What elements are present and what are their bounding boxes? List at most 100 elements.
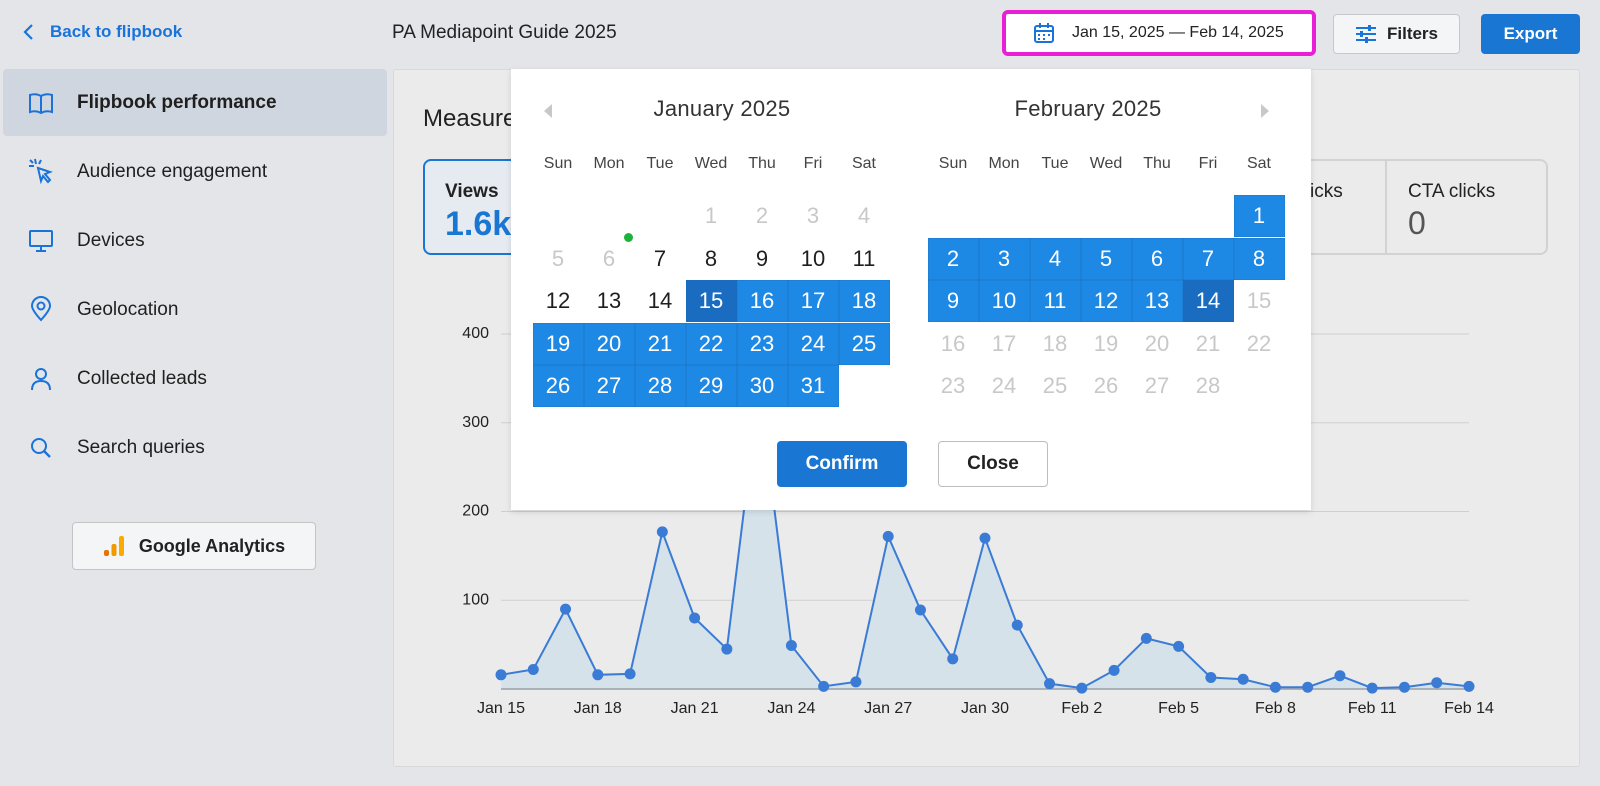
y-tick-label: 400: [462, 325, 489, 342]
day-cell[interactable]: 11: [852, 245, 876, 271]
day-cell[interactable]: 10: [978, 280, 1030, 322]
nav-item[interactable]: Audience engagement: [77, 161, 268, 182]
day-cell[interactable]: 20: [583, 322, 635, 365]
day-cell[interactable]: 16: [736, 280, 788, 322]
day-cell: 23: [940, 373, 966, 398]
day-cell[interactable]: 22: [685, 322, 737, 365]
ga-text: Google Analytics: [138, 535, 286, 556]
nav-item[interactable]: Devices: [77, 230, 145, 251]
ga-button[interactable]: Google Analytics: [72, 522, 316, 570]
day-cell[interactable]: 29: [685, 365, 737, 407]
cta-card[interactable]: CTA clicks 0: [1387, 159, 1548, 255]
day-cell[interactable]: 9: [927, 280, 979, 322]
x-tick-label: Feb 8: [1255, 700, 1296, 717]
chevron: [23, 24, 33, 40]
point: [1334, 670, 1346, 682]
point: [818, 680, 830, 692]
day-cell[interactable]: 10: [800, 245, 826, 271]
day-cell: 17: [991, 330, 1017, 356]
day-cell[interactable]: 14: [647, 288, 673, 313]
day-cell[interactable]: 27: [583, 365, 635, 407]
day-cell[interactable]: 4: [1029, 237, 1081, 280]
day-cell[interactable]: 26: [532, 365, 584, 407]
day-cell[interactable]: 7: [1182, 237, 1234, 280]
point: [1011, 619, 1023, 631]
day-cell: 21: [1195, 330, 1221, 356]
day-cell[interactable]: 30: [736, 365, 788, 407]
y-tick-label: 200: [462, 503, 489, 520]
day-cell[interactable]: 31: [787, 365, 839, 407]
weekday: Sat: [851, 155, 876, 172]
prev-month[interactable]: [541, 102, 555, 120]
point: [1269, 681, 1281, 693]
day-cell: 6: [602, 245, 616, 271]
day-cell[interactable]: 28: [634, 365, 686, 407]
y-tick-label: 100: [462, 591, 489, 608]
calendar-icon: [1034, 23, 1054, 43]
day-cell[interactable]: 7: [653, 245, 667, 271]
point: [1463, 680, 1475, 692]
day-cell[interactable]: 14: [1182, 280, 1234, 322]
date-range-button[interactable]: Jan 15, 2025 — Feb 14, 2025: [1002, 10, 1316, 56]
weekday: Tue: [1041, 155, 1069, 172]
day-cell[interactable]: 21: [634, 322, 686, 365]
day-cell: 24: [991, 373, 1017, 398]
day-cell[interactable]: 17: [787, 280, 839, 322]
close-button[interactable]: Close: [938, 441, 1048, 487]
weekday: Sun: [938, 155, 968, 172]
nav-item[interactable]: Flipbook performance: [77, 92, 277, 113]
point: [656, 526, 668, 538]
day-cell[interactable]: 23: [736, 322, 788, 365]
x-tick-label: Jan 24: [767, 700, 815, 717]
day-cell[interactable]: 19: [532, 322, 584, 365]
day-cell[interactable]: 15: [685, 280, 737, 322]
day-cell[interactable]: 13: [1131, 280, 1183, 322]
day-cell: 15: [1246, 288, 1272, 313]
day-cell[interactable]: 25: [838, 322, 890, 365]
x-tick-label: Feb 5: [1158, 700, 1199, 717]
month-title: January 2025: [653, 96, 791, 121]
day-cell: 4: [857, 203, 871, 228]
back-link[interactable]: Back to flipbook: [22, 22, 182, 42]
cursor-icon: [29, 158, 53, 184]
point: [1302, 681, 1314, 693]
next-month[interactable]: [1258, 102, 1272, 120]
day-cell[interactable]: 1: [1233, 195, 1285, 237]
nav-item[interactable]: Search queries: [77, 437, 205, 458]
point: [1173, 640, 1185, 652]
weekday: Mon: [593, 155, 625, 172]
x-tick-label: Jan 18: [574, 700, 622, 717]
point: [1108, 664, 1120, 676]
day-cell[interactable]: 5: [1080, 237, 1132, 280]
day-cell[interactable]: 12: [1080, 280, 1132, 322]
nav-item[interactable]: Geolocation: [77, 299, 179, 320]
weekday: Thu: [1143, 155, 1171, 172]
x-tick-label: Feb 11: [1348, 700, 1397, 717]
day-cell[interactable]: 9: [755, 245, 769, 271]
day-cell[interactable]: 8: [704, 245, 718, 271]
x-tick-label: Feb 2: [1061, 700, 1102, 717]
day-cell[interactable]: 18: [838, 280, 890, 322]
day-cell[interactable]: 24: [787, 322, 839, 365]
active-item-bg: [3, 69, 387, 136]
day-cell[interactable]: 8: [1233, 237, 1285, 280]
day-cell[interactable]: 3: [978, 237, 1030, 280]
day-cell: 18: [1042, 330, 1068, 356]
day-cell[interactable]: 11: [1029, 280, 1081, 322]
monitor-icon: [29, 230, 53, 252]
day-cell[interactable]: 13: [596, 288, 622, 313]
export-button[interactable]: Export: [1481, 14, 1580, 54]
day-cell[interactable]: 6: [1131, 237, 1183, 280]
weekday: Thu: [748, 155, 776, 172]
day-cell[interactable]: 2: [927, 237, 979, 280]
card-label: Views: [445, 181, 499, 202]
point: [1237, 673, 1249, 685]
x-tick-label: Jan 27: [864, 700, 912, 717]
day-cell[interactable]: 12: [545, 288, 571, 313]
point: [947, 653, 959, 665]
today-dot: [624, 233, 633, 242]
nav-item[interactable]: Collected leads: [77, 368, 207, 389]
section-heading: Measure: [423, 105, 517, 132]
filters-button[interactable]: Filters: [1333, 14, 1460, 54]
confirm-button[interactable]: Confirm: [777, 441, 907, 487]
